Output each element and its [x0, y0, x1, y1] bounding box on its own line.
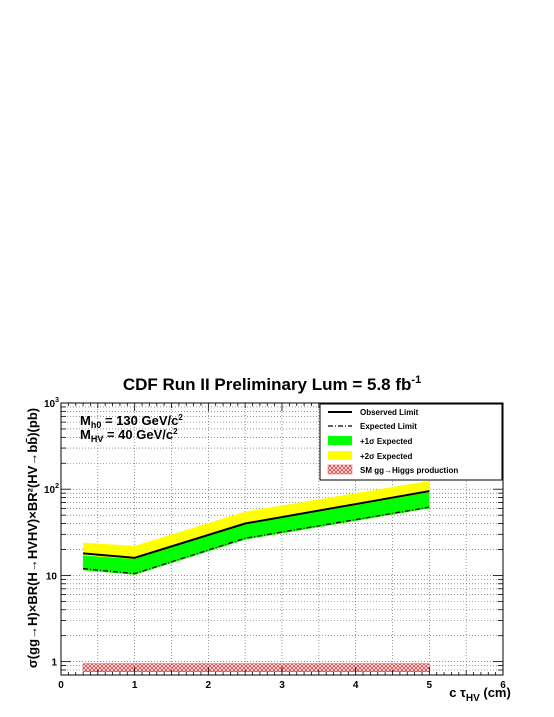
- band-1sigma: [83, 492, 430, 575]
- legend-band2-swatch: [328, 451, 352, 460]
- observed-limit-line: [83, 490, 430, 559]
- chart-title: CDF Run II Preliminary Lum = 5.8 fb-1: [123, 374, 421, 394]
- y-tick-label: 102: [44, 483, 59, 496]
- mass-annotation-line: Mh0 = 130 GeV/c2: [80, 413, 183, 430]
- legend-expected-label: Expected Limit: [360, 422, 417, 431]
- mass-annotation-line: MHV = 40 GeV/c2: [80, 427, 178, 444]
- legend-sm-label: SM gg→Higgs production: [360, 466, 458, 475]
- axis-ticks: [60, 402, 504, 676]
- x-tick-label: 6: [500, 680, 506, 691]
- limit-bands: [82, 480, 430, 673]
- y-axis-label: σ(gg→H)×BR(H→HVHV)×BR²(HV→bb̄)(pb): [25, 408, 40, 668]
- y-tick-label: 1: [51, 658, 57, 669]
- x-tick-label: 5: [427, 680, 433, 691]
- legend-sm-swatch: [327, 464, 353, 475]
- legend-band1-label: +1σ Expected: [360, 437, 413, 446]
- x-tick-label: 0: [58, 680, 64, 691]
- y-tick-labels: 1 10 102 103: [44, 397, 59, 669]
- legend: Observed Limit Expected Limit +1σ Expect…: [319, 403, 503, 481]
- y-tick-label: 103: [44, 397, 59, 410]
- x-tick-label: 3: [279, 680, 285, 691]
- y-tick-label: 10: [46, 571, 58, 582]
- legend-band2-label: +2σ Expected: [360, 452, 413, 461]
- x-tick-label: 2: [206, 680, 212, 691]
- limit-lines: [83, 490, 430, 575]
- x-axis-label: c τHV (cm): [449, 685, 511, 704]
- expected-limit-line: [83, 506, 430, 575]
- legend-observed-label: Observed Limit: [360, 408, 419, 417]
- legend-band1-swatch: [328, 436, 352, 445]
- x-tick-label: 4: [353, 680, 359, 691]
- x-tick-labels: 0 1 2 3 4 5 6: [58, 680, 506, 691]
- x-tick-label: 1: [132, 680, 138, 691]
